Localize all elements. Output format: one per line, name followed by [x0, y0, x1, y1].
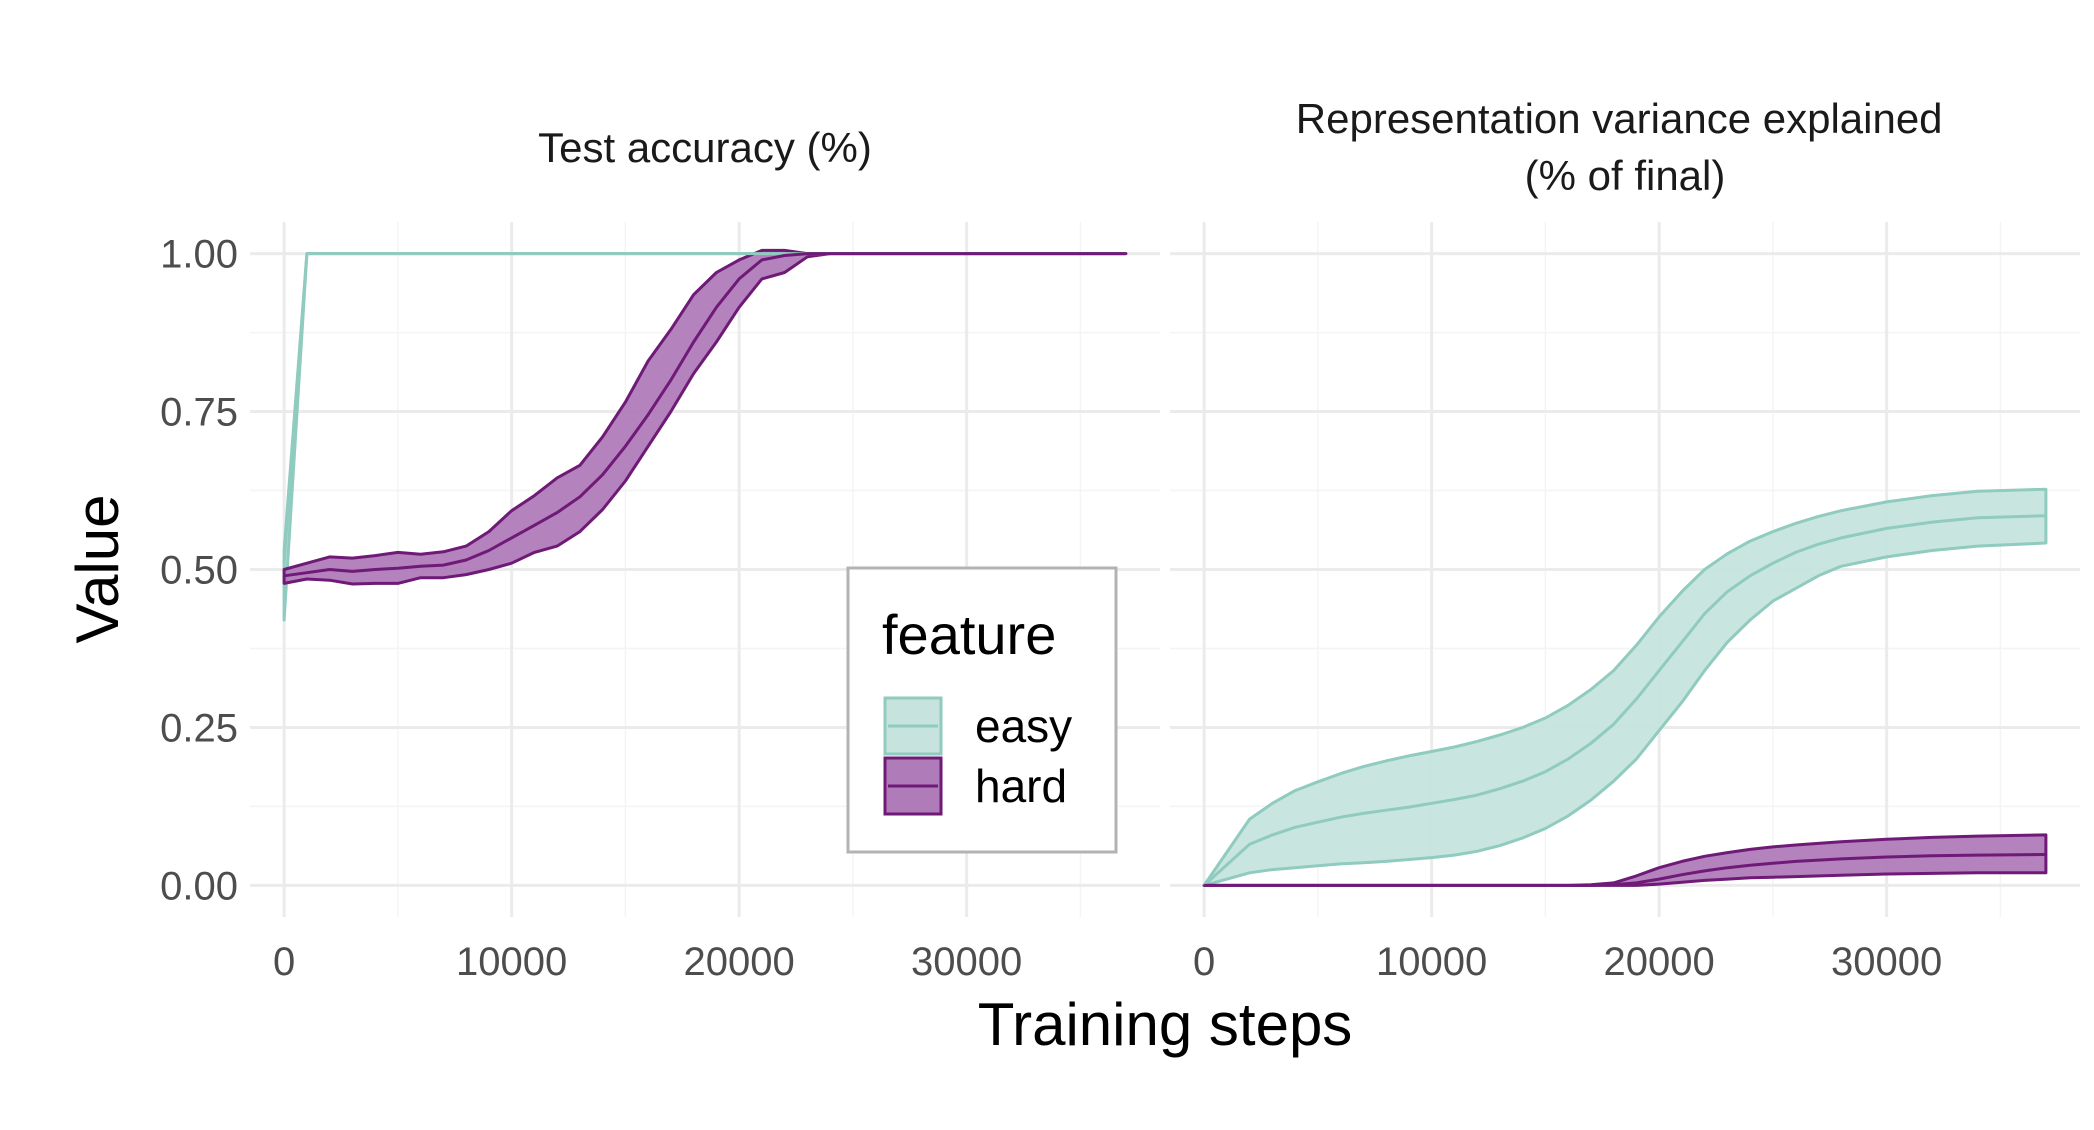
y-tick-label: 0.00 — [160, 864, 238, 908]
mean-line-hard — [283, 252, 1126, 578]
panel-1-title: Test accuracy (%) — [538, 124, 872, 171]
panel-2-title-line-2: (% of final) — [1525, 152, 1726, 199]
x-tick-label: 0 — [273, 940, 295, 984]
y-axis-title: Value — [64, 494, 131, 643]
legend-title: feature — [882, 603, 1056, 666]
panel-representation-variance: 0 10000 20000 30000 Representation variance… — [1170, 95, 2080, 984]
panel-1-lines — [282, 252, 1126, 578]
y-tick-label: 0.50 — [160, 549, 238, 593]
x-tick-label: 20000 — [1604, 940, 1715, 984]
panel-1-title-line-1: Test accuracy (%) — [538, 124, 872, 171]
legend-label-easy: easy — [975, 700, 1072, 752]
panel-2-title: Representation variance explained (% of … — [1296, 95, 1954, 199]
legend-key-easy: easy — [883, 696, 1072, 756]
panel-1-x-tick-labels: 0 10000 20000 30000 — [273, 940, 1022, 984]
panel-2-lines — [1203, 514, 2046, 887]
legend-label-hard: hard — [975, 760, 1067, 812]
x-tick-label: 30000 — [911, 940, 1022, 984]
mean-line-easy — [1203, 514, 2046, 887]
y-tick-label: 0.25 — [160, 706, 238, 750]
y-tick-label: 1.00 — [160, 233, 238, 277]
mean-line-hard — [1204, 853, 2046, 887]
x-tick-label: 10000 — [1376, 940, 1487, 984]
x-tick-label: 20000 — [684, 940, 795, 984]
x-tick-label: 0 — [1193, 940, 1215, 984]
y-tick-labels: 0.00 0.25 0.50 0.75 1.00 — [160, 233, 238, 909]
legend-key-hard: hard — [883, 756, 1067, 816]
legend: feature easy hard — [846, 566, 1118, 854]
panel-2-title-line-1: Representation variance explained — [1296, 95, 1943, 142]
ribbon-hard — [1202, 833, 2048, 887]
x-tick-label: 10000 — [456, 940, 567, 984]
x-axis-title: Training steps — [978, 991, 1353, 1058]
x-tick-label: 30000 — [1831, 940, 1942, 984]
panel-2-x-tick-labels: 0 10000 20000 30000 — [1193, 940, 1942, 984]
y-tick-label: 0.75 — [160, 391, 238, 435]
